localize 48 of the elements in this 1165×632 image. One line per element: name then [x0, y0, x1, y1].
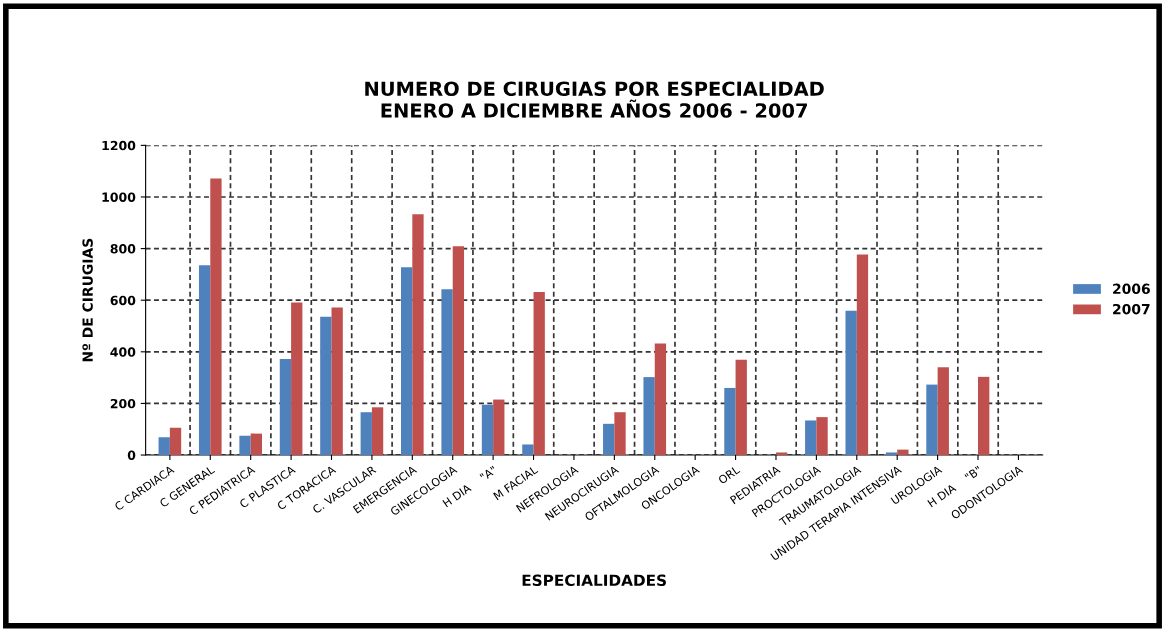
bar	[856, 254, 869, 456]
bar	[441, 289, 453, 456]
bar	[169, 427, 182, 456]
bar	[158, 437, 170, 456]
bar	[371, 407, 384, 456]
bar	[816, 417, 828, 456]
bar	[897, 449, 909, 456]
bar	[533, 291, 545, 456]
bar	[978, 376, 990, 456]
x-axis-title: ESPECIALIDADES	[522, 574, 666, 587]
bar	[279, 359, 292, 456]
bar	[198, 265, 211, 456]
bar	[452, 246, 465, 456]
bar	[654, 343, 667, 456]
legend-label: 2007	[1113, 303, 1150, 315]
y-tick-label: 400	[110, 347, 136, 357]
y-axis-title: Nº DE CIRUGIAS	[82, 238, 93, 362]
y-tick-label: 1000	[102, 192, 136, 202]
bar	[735, 359, 747, 456]
bar	[805, 420, 817, 456]
bar	[603, 423, 615, 456]
y-tick-label: 800	[110, 244, 136, 254]
bar	[643, 377, 655, 456]
y-tick-label: 600	[110, 295, 136, 306]
bar	[937, 367, 949, 456]
bar	[885, 452, 898, 456]
bar	[360, 412, 372, 456]
bar	[412, 214, 424, 456]
bar	[614, 412, 626, 456]
bar	[401, 267, 413, 456]
y-tick-label: 1200	[102, 140, 136, 151]
bar	[239, 435, 251, 456]
bar	[320, 316, 332, 456]
chart-title: NUMERO DE CIRUGIAS POR ESPECIALIDAD ENERO A DICIEMBRE AÑOS 2006 - 2007	[365, 81, 824, 118]
bar	[331, 307, 343, 456]
bar	[250, 433, 262, 456]
bar	[926, 384, 938, 456]
legend-label: 2006	[1113, 283, 1150, 295]
bar	[522, 444, 534, 456]
bar	[291, 302, 303, 456]
bar	[775, 452, 788, 456]
bar	[481, 404, 494, 456]
bar	[493, 399, 505, 456]
bar	[210, 178, 222, 456]
bar	[724, 387, 736, 456]
bar	[845, 310, 857, 456]
y-tick-label: 200	[110, 398, 136, 409]
y-tick-label: 0	[127, 450, 136, 460]
